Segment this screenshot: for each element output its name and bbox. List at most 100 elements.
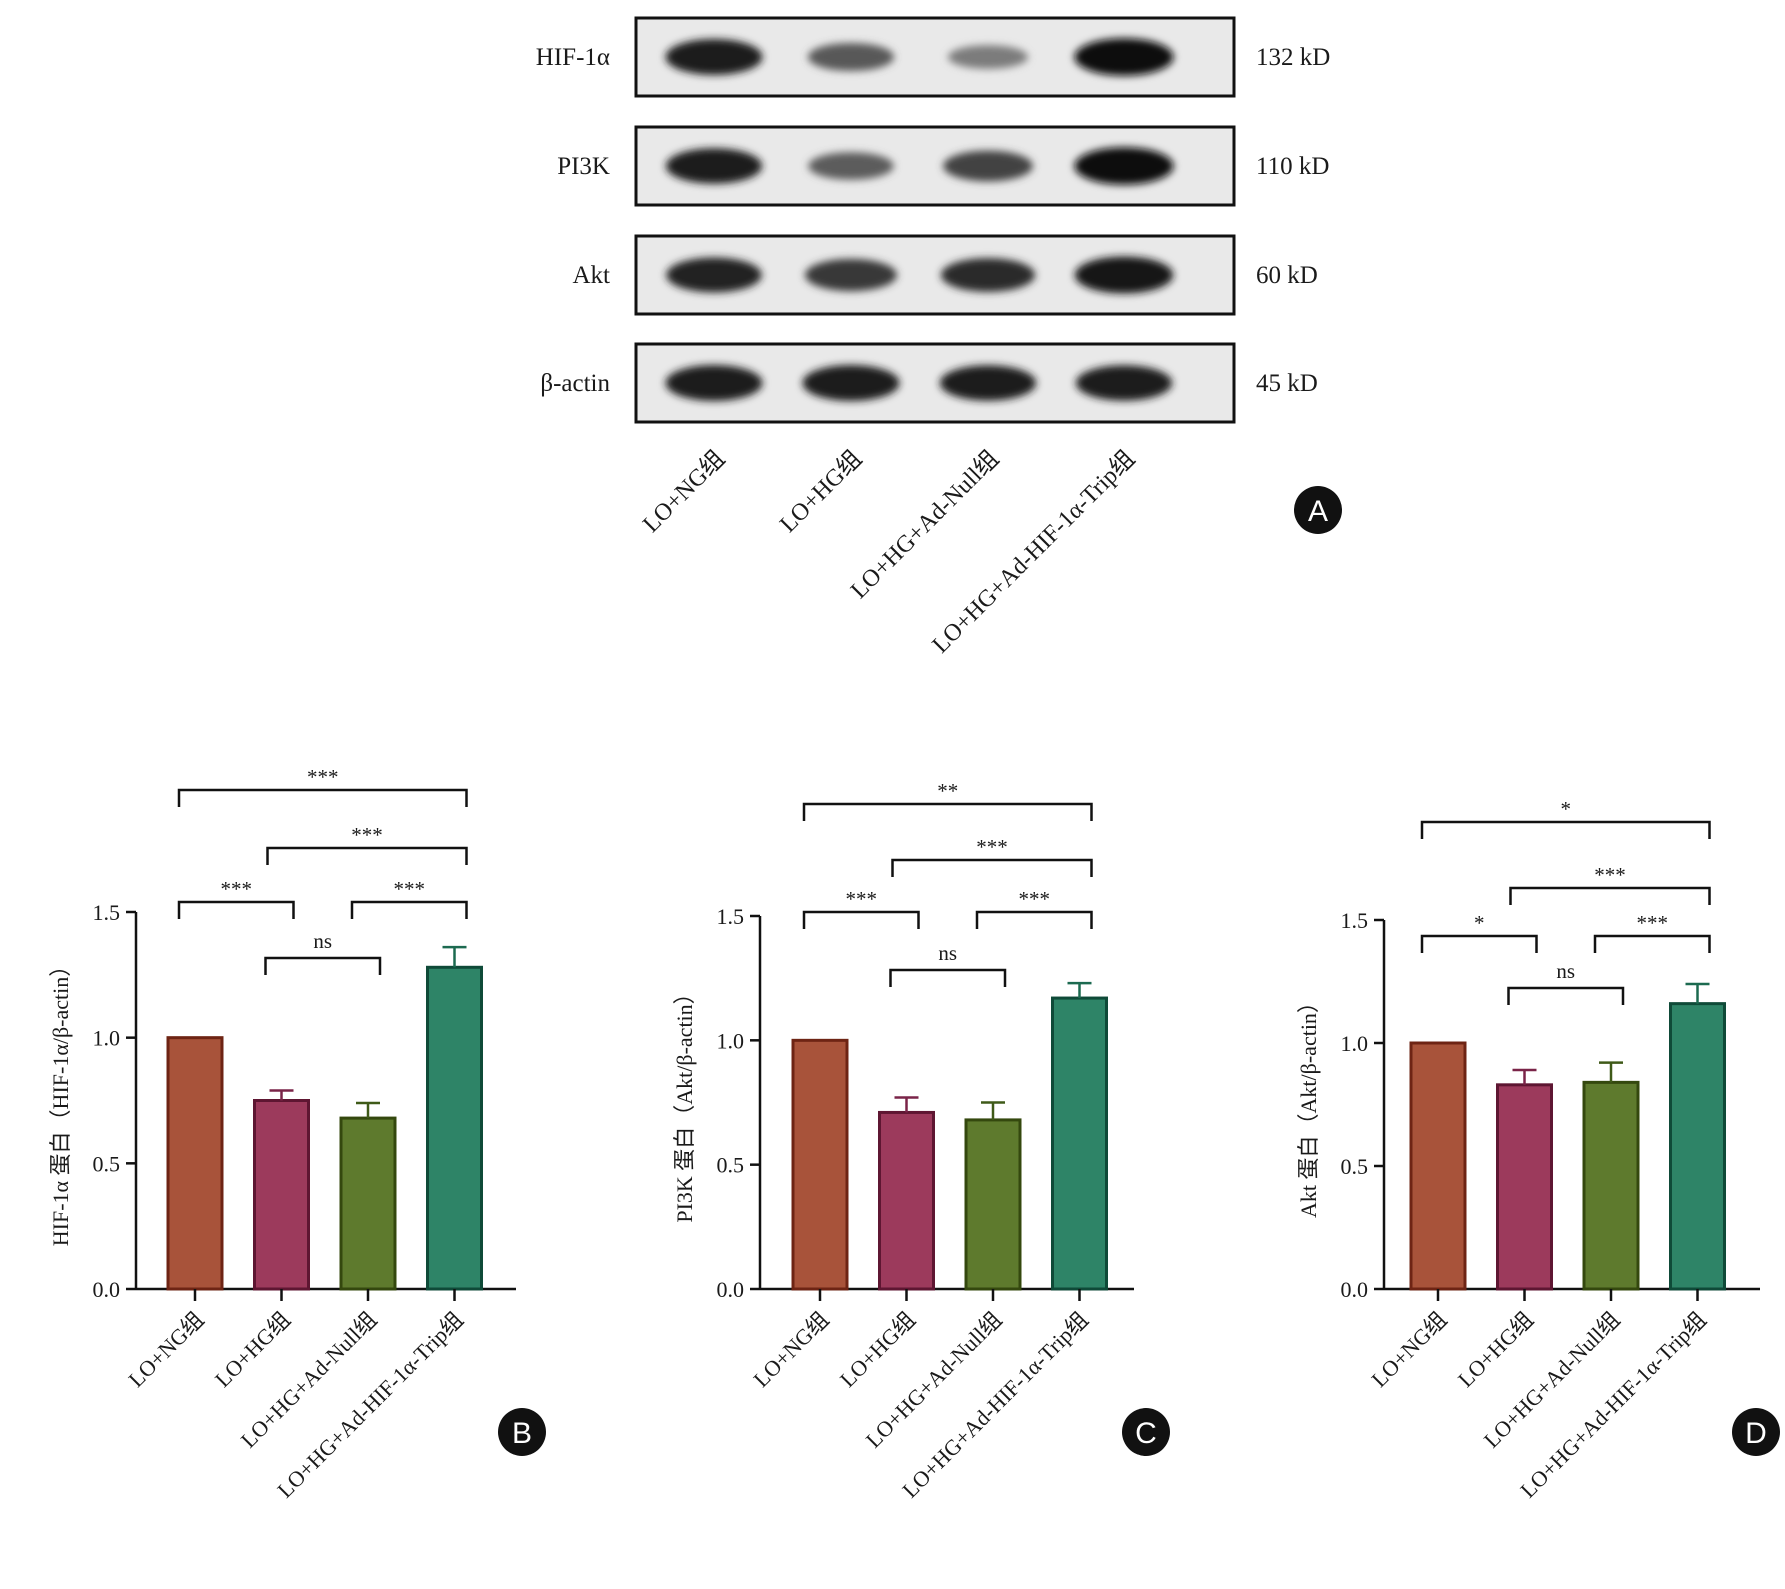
y-axis-label: HIF-1α 蛋白（HIF-1α/β-actin） — [48, 955, 73, 1247]
y-axis-label: PI3K 蛋白（Akt/β-actin） — [672, 982, 697, 1222]
bar — [878, 1110, 935, 1291]
panel-letter: C — [1135, 1417, 1157, 1450]
western-blot-panel: HIF-1α 132 kD PI3K 110 kD Akt 60 kD β-actin 45 … — [536, 16, 1342, 659]
significance-bracket — [264, 956, 382, 975]
blot-band — [1074, 256, 1174, 294]
blot-band — [807, 42, 895, 72]
significance-label: *** — [846, 887, 878, 911]
blot-band — [665, 148, 763, 184]
significance-label: *** — [394, 877, 426, 901]
significance-bracket — [1593, 934, 1711, 953]
blot-protein-label: β-actin — [540, 370, 610, 397]
y-tick-label: 0.5 — [1341, 1154, 1369, 1179]
bar — [166, 1036, 224, 1291]
significance-bracket — [1509, 886, 1711, 905]
blot-band — [665, 365, 763, 401]
blot-band — [666, 257, 762, 293]
blot-band — [808, 152, 894, 180]
significance-label: ns — [313, 929, 332, 953]
significance-label: *** — [1594, 863, 1626, 887]
y-tick-label: 0.0 — [1341, 1277, 1369, 1302]
panel-a-badge — [1294, 486, 1342, 534]
blot-band — [940, 258, 1036, 292]
blot-band — [804, 258, 898, 292]
y-axis-label: Akt 蛋白（Akt/β-actin） — [1296, 991, 1321, 1218]
y-tick-label: 0.0 — [717, 1277, 745, 1302]
bar-chart-akt: 0.0 0.5 1.0 1.5 Akt 蛋白（Akt/β-actin） LO+NG组 LO+… — [1296, 797, 1780, 1503]
blot-protein-label: Akt — [573, 262, 611, 289]
blot-size-label: 45 kD — [1256, 370, 1318, 397]
lane-label: LO+HG+Ad-Null组 — [845, 445, 1004, 604]
y-tick-label: 0.5 — [93, 1151, 121, 1176]
x-tick-label: LO+HG组 — [210, 1307, 295, 1392]
x-tick-label: LO+HG+Ad-HIF-1α-Trip组 — [272, 1307, 468, 1503]
blot-band — [947, 45, 1029, 69]
significance-label: * — [1474, 911, 1485, 935]
bar — [1496, 1083, 1553, 1291]
significance-bracket — [266, 846, 468, 865]
significance-bracket — [1507, 986, 1625, 1005]
significance-label: ** — [937, 779, 958, 803]
panel-letter: B — [512, 1417, 532, 1450]
significance-bracket — [350, 900, 468, 919]
significance-bracket — [177, 900, 295, 919]
y-tick-label: 1.5 — [93, 900, 121, 925]
bar — [339, 1116, 397, 1291]
blot-size-label: 60 kD — [1256, 262, 1318, 289]
y-tick-label: 1.0 — [93, 1026, 121, 1051]
y-tick-label: 1.5 — [1341, 908, 1369, 933]
significance-label: *** — [307, 765, 339, 789]
blot-size-label: 110 kD — [1256, 153, 1329, 180]
x-tick-label: LO+HG组 — [1453, 1307, 1538, 1392]
significance-label: *** — [1019, 887, 1051, 911]
bar — [1409, 1041, 1467, 1291]
significance-label: *** — [221, 877, 253, 901]
significance-bracket — [891, 858, 1093, 877]
blot-size-label: 132 kD — [1256, 44, 1330, 71]
x-tick-label: LO+NG组 — [748, 1307, 833, 1392]
blot-protein-label: PI3K — [557, 153, 610, 180]
blot-band — [1075, 365, 1173, 401]
significance-bracket — [802, 910, 920, 929]
panel-letter: D — [1745, 1417, 1767, 1450]
x-tick-label: LO+NG组 — [1366, 1307, 1451, 1392]
significance-label: ns — [938, 941, 957, 965]
significance-label: ns — [1556, 959, 1575, 983]
lane-label: LO+NG组 — [637, 445, 730, 538]
significance-label: *** — [351, 823, 383, 847]
panel-badge — [1122, 1408, 1170, 1456]
y-tick-label: 0.0 — [93, 1277, 121, 1302]
blot-band — [939, 365, 1037, 401]
significance-bracket — [1420, 820, 1711, 839]
bar — [253, 1099, 310, 1291]
significance-bracket — [177, 788, 468, 807]
panel-badge — [1732, 1408, 1780, 1456]
y-tick-label: 1.0 — [1341, 1031, 1369, 1056]
bar-chart-hif1a: 0.0 0.5 1.0 1.5 HIF-1α 蛋白（HIF-1α/β-actin） LO+… — [48, 765, 546, 1503]
blot-band — [943, 150, 1033, 182]
bar — [1051, 996, 1108, 1291]
blot-protein-label: HIF-1α — [536, 44, 610, 71]
blot-band — [802, 365, 900, 401]
significance-label: *** — [976, 835, 1008, 859]
significance-bracket — [802, 802, 1093, 821]
significance-bracket — [975, 910, 1093, 929]
bar — [426, 965, 483, 1291]
y-tick-label: 1.0 — [717, 1028, 745, 1053]
significance-bracket — [1420, 934, 1538, 953]
x-tick-label: LO+HG组 — [835, 1307, 920, 1392]
blot-band — [1074, 38, 1174, 76]
significance-label: *** — [1637, 911, 1669, 935]
y-tick-label: 1.5 — [717, 904, 745, 929]
significance-bracket — [889, 968, 1007, 987]
blot-band — [665, 39, 763, 75]
lane-label: LO+HG组 — [774, 445, 867, 538]
bar — [791, 1038, 849, 1291]
bar — [964, 1118, 1022, 1291]
bar — [1582, 1080, 1640, 1291]
blot-band — [1074, 147, 1174, 185]
bar — [1669, 1002, 1726, 1291]
x-tick-label: LO+NG组 — [123, 1307, 208, 1392]
